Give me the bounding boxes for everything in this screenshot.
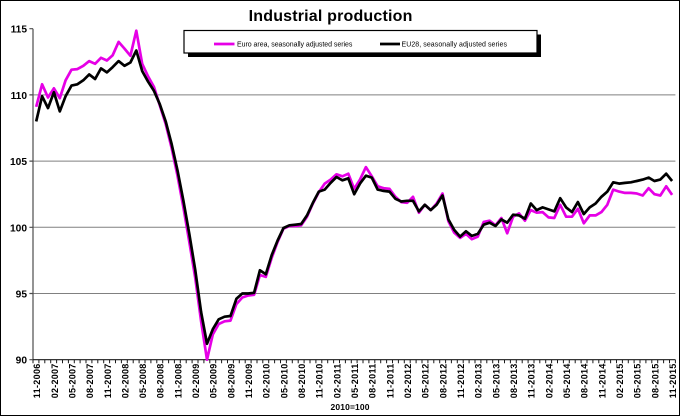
svg-text:90: 90	[16, 356, 28, 367]
svg-text:11-2008: 11-2008	[173, 364, 183, 399]
svg-text:100: 100	[10, 223, 27, 234]
svg-text:08-2015: 08-2015	[650, 364, 660, 399]
svg-text:11-2014: 11-2014	[597, 364, 607, 399]
svg-text:05-2010: 05-2010	[279, 364, 289, 399]
svg-text:11-2013: 11-2013	[527, 364, 537, 399]
svg-text:11-2006: 11-2006	[32, 364, 42, 399]
svg-text:08-2008: 08-2008	[156, 364, 166, 399]
svg-text:105: 105	[10, 157, 27, 168]
svg-text:02-2015: 02-2015	[615, 364, 625, 399]
svg-text:11-2012: 11-2012	[456, 364, 466, 399]
svg-text:02-2009: 02-2009	[191, 364, 201, 399]
svg-text:02-2008: 02-2008	[120, 364, 130, 399]
svg-text:05-2015: 05-2015	[633, 364, 643, 399]
svg-text:05-2008: 05-2008	[138, 364, 148, 399]
svg-text:08-2011: 08-2011	[368, 364, 378, 399]
svg-text:05-2014: 05-2014	[562, 364, 572, 399]
svg-text:08-2014: 08-2014	[580, 364, 590, 399]
svg-text:08-2007: 08-2007	[85, 364, 95, 399]
svg-text:11-2007: 11-2007	[103, 364, 113, 399]
svg-text:02-2011: 02-2011	[332, 364, 342, 399]
svg-text:08-2013: 08-2013	[509, 364, 519, 399]
svg-text:95: 95	[16, 290, 28, 301]
svg-text:08-2009: 08-2009	[226, 364, 236, 399]
svg-text:115: 115	[11, 25, 28, 36]
svg-text:08-2012: 08-2012	[438, 364, 448, 399]
svg-text:11-2015: 11-2015	[668, 364, 678, 399]
svg-text:05-2009: 05-2009	[209, 364, 219, 399]
svg-text:110: 110	[11, 91, 28, 102]
svg-text:02-2010: 02-2010	[262, 364, 272, 399]
svg-text:11-2011: 11-2011	[385, 364, 395, 399]
svg-text:08-2010: 08-2010	[297, 364, 307, 399]
svg-text:02-2007: 02-2007	[50, 364, 60, 399]
svg-text:05-2012: 05-2012	[421, 364, 431, 399]
svg-text:02-2013: 02-2013	[474, 364, 484, 399]
svg-text:11-2010: 11-2010	[315, 364, 325, 399]
svg-text:05-2007: 05-2007	[67, 364, 77, 399]
svg-text:05-2013: 05-2013	[491, 364, 501, 399]
svg-text:2010=100: 2010=100	[331, 402, 370, 412]
svg-text:02-2014: 02-2014	[544, 364, 554, 399]
svg-text:05-2011: 05-2011	[350, 364, 360, 399]
svg-text:Euro area, seasonally adjusted: Euro area, seasonally adjusted series	[237, 42, 353, 49]
svg-text:02-2012: 02-2012	[403, 364, 413, 399]
svg-text:11-2009: 11-2009	[244, 364, 254, 399]
svg-text:EU28, seasonally adjusted seri: EU28, seasonally adjusted series	[402, 42, 508, 49]
svg-text:Industrial production: Industrial production	[249, 8, 413, 25]
